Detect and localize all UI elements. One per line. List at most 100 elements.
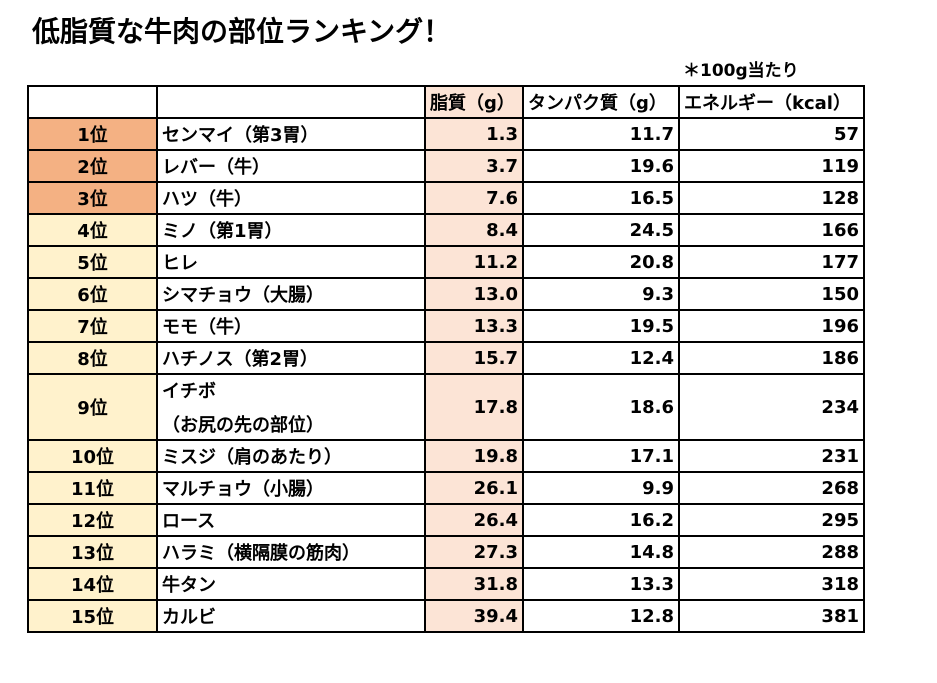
energy-cell: 119 [678,149,865,183]
header-protein: タンパク質（g） [522,85,680,119]
rank-cell: 9位 [27,373,158,441]
header-name [156,85,426,119]
fat-cell: 17.8 [424,373,524,441]
fat-cell: 3.7 [424,149,524,183]
protein-cell: 11.7 [522,117,680,151]
fat-cell: 1.3 [424,117,524,151]
rank-cell: 12位 [27,503,158,537]
energy-cell: 128 [678,181,865,215]
protein-cell: 9.9 [522,471,680,505]
table-row: 10位 ミスジ（肩のあたり） 19.8 17.1 231 [27,439,865,473]
energy-cell: 150 [678,277,865,311]
name-cell: シマチョウ（大腸） [156,277,426,311]
energy-cell: 177 [678,245,865,279]
name-cell: イチボ （お尻の先の部位） [156,373,426,441]
header-energy: エネルギー（kcal） [678,85,865,119]
header-row: 脂質（g） タンパク質（g） エネルギー（kcal） [27,85,865,119]
name-cell: ハラミ（横隔膜の筋肉） [156,535,426,569]
name-cell: ハツ（牛） [156,181,426,215]
energy-cell: 381 [678,599,865,633]
fat-cell: 13.0 [424,277,524,311]
table-row: 4位 ミノ（第1胃） 8.4 24.5 166 [27,213,865,247]
fat-cell: 31.8 [424,567,524,601]
table-row: 1位 センマイ（第3胃） 1.3 11.7 57 [27,117,865,151]
energy-cell: 268 [678,471,865,505]
table-row: 11位 マルチョウ（小腸） 26.1 9.9 268 [27,471,865,505]
fat-cell: 27.3 [424,535,524,569]
table-row: 5位 ヒレ 11.2 20.8 177 [27,245,865,279]
energy-cell: 166 [678,213,865,247]
name-line: イチボ [162,381,216,402]
name-cell: ミスジ（肩のあたり） [156,439,426,473]
table-row: 15位 カルビ 39.4 12.8 381 [27,599,865,633]
rank-cell: 3位 [27,181,158,215]
table-row: 3位 ハツ（牛） 7.6 16.5 128 [27,181,865,215]
protein-cell: 16.5 [522,181,680,215]
rank-cell: 5位 [27,245,158,279]
energy-cell: 234 [678,373,865,441]
rank-cell: 8位 [27,341,158,375]
rank-cell: 6位 [27,277,158,311]
protein-cell: 24.5 [522,213,680,247]
name-cell: ハチノス（第2胃） [156,341,426,375]
protein-cell: 9.3 [522,277,680,311]
protein-cell: 20.8 [522,245,680,279]
rank-cell: 15位 [27,599,158,633]
table-row: 6位 シマチョウ（大腸） 13.0 9.3 150 [27,277,865,311]
page-title: 低脂質な牛肉の部位ランキング！ [32,15,452,48]
table-row: 2位 レバー（牛） 3.7 19.6 119 [27,149,865,183]
protein-cell: 16.2 [522,503,680,537]
name-cell: 牛タン [156,567,426,601]
fat-cell: 39.4 [424,599,524,633]
name-cell: カルビ [156,599,426,633]
rank-cell: 13位 [27,535,158,569]
fat-cell: 8.4 [424,213,524,247]
energy-cell: 318 [678,567,865,601]
name-cell: ヒレ [156,245,426,279]
rank-cell: 10位 [27,439,158,473]
energy-cell: 288 [678,535,865,569]
energy-cell: 231 [678,439,865,473]
fat-cell: 7.6 [424,181,524,215]
energy-cell: 295 [678,503,865,537]
rank-cell: 11位 [27,471,158,505]
table-row: 9位 イチボ （お尻の先の部位） 17.8 18.6 234 [27,373,865,441]
rank-cell: 4位 [27,213,158,247]
fat-cell: 19.8 [424,439,524,473]
name-cell: ロース [156,503,426,537]
fat-cell: 26.4 [424,503,524,537]
table-row: 8位 ハチノス（第2胃） 15.7 12.4 186 [27,341,865,375]
name-cell: マルチョウ（小腸） [156,471,426,505]
protein-cell: 17.1 [522,439,680,473]
fat-cell: 11.2 [424,245,524,279]
energy-cell: 186 [678,341,865,375]
table-row: 14位 牛タン 31.8 13.3 318 [27,567,865,601]
name-cell: センマイ（第3胃） [156,117,426,151]
fat-cell: 26.1 [424,471,524,505]
ranking-table: 脂質（g） タンパク質（g） エネルギー（kcal） 1位 センマイ（第3胃） 1.… [27,85,865,633]
fat-cell: 13.3 [424,309,524,343]
rank-cell: 14位 [27,567,158,601]
header-rank [27,85,158,119]
table-row: 13位 ハラミ（横隔膜の筋肉） 27.3 14.8 288 [27,535,865,569]
protein-cell: 13.3 [522,567,680,601]
unit-note: ＊100g当たり [683,61,799,81]
protein-cell: 12.4 [522,341,680,375]
energy-cell: 57 [678,117,865,151]
protein-cell: 12.8 [522,599,680,633]
name-line-2: （お尻の先の部位） [162,415,324,436]
protein-cell: 14.8 [522,535,680,569]
table-row: 7位 モモ（牛） 13.3 19.5 196 [27,309,865,343]
rank-cell: 7位 [27,309,158,343]
header-fat: 脂質（g） [424,85,524,119]
protein-cell: 19.6 [522,149,680,183]
energy-cell: 196 [678,309,865,343]
name-cell: モモ（牛） [156,309,426,343]
name-cell: レバー（牛） [156,149,426,183]
rank-cell: 2位 [27,149,158,183]
name-cell: ミノ（第1胃） [156,213,426,247]
fat-cell: 15.7 [424,341,524,375]
table-row: 12位 ロース 26.4 16.2 295 [27,503,865,537]
rank-cell: 1位 [27,117,158,151]
protein-cell: 19.5 [522,309,680,343]
